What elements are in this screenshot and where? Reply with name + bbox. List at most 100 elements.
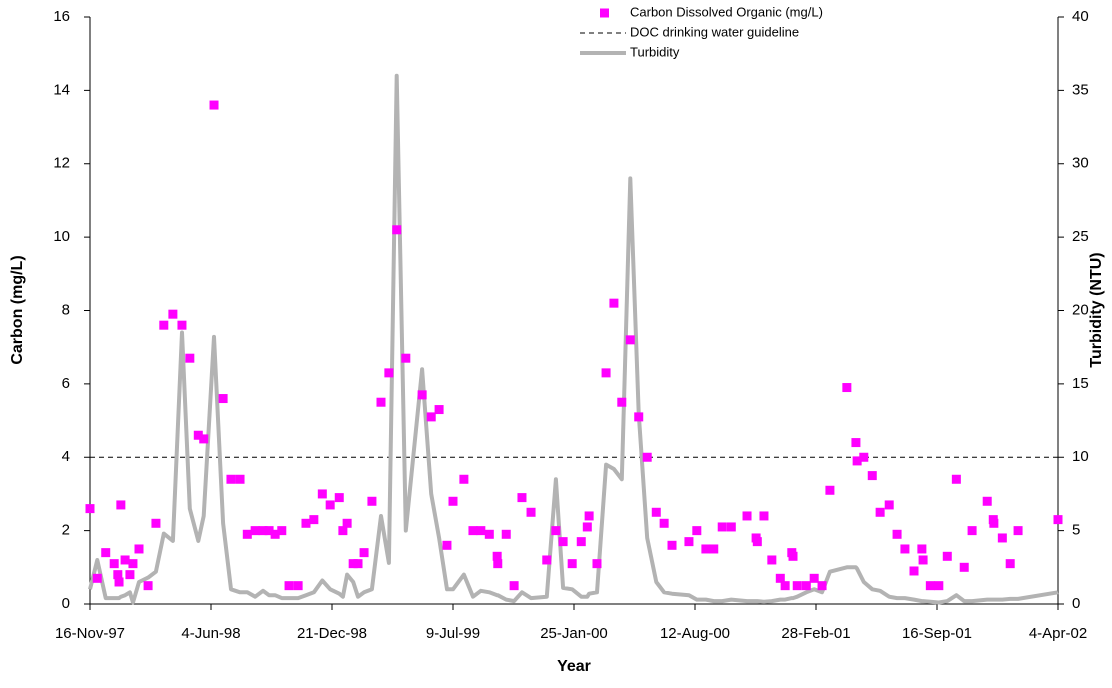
data-point <box>448 496 458 506</box>
data-point <box>401 353 411 363</box>
y2-axis-title: Turbidity (NTU) <box>1088 252 1105 367</box>
x-tick-label: 28-Feb-01 <box>781 625 850 642</box>
data-point <box>659 518 669 528</box>
y-tick-label: 14 <box>53 81 70 98</box>
data-point <box>825 485 835 495</box>
x-tick-label: 16-Sep-01 <box>902 625 972 642</box>
data-point <box>417 390 427 400</box>
data-point <box>892 529 902 539</box>
y-tick-label: 6 <box>62 375 70 392</box>
data-point <box>775 573 785 583</box>
data-point <box>867 471 877 481</box>
data-point <box>334 493 344 503</box>
data-point <box>997 533 1007 543</box>
x-tick-label: 25-Jan-00 <box>540 625 608 642</box>
data-point <box>576 537 586 547</box>
data-point <box>851 438 861 448</box>
data-point <box>384 368 394 378</box>
y-tick-label: 4 <box>62 448 70 465</box>
data-point <box>116 500 126 510</box>
data-point <box>342 518 352 528</box>
data-point <box>759 511 769 521</box>
data-point <box>484 529 494 539</box>
data-point <box>209 100 219 110</box>
data-point <box>717 522 727 532</box>
data-point <box>667 540 677 550</box>
data-point <box>601 368 611 378</box>
data-point <box>85 504 95 514</box>
y-tick-label: 16 <box>53 8 70 25</box>
data-point <box>801 581 811 591</box>
data-point <box>468 526 478 536</box>
data-point <box>625 335 635 345</box>
data-point <box>967 526 977 536</box>
y-tick-label: 2 <box>62 522 70 539</box>
x-tick-label: 16-Nov-97 <box>55 625 125 642</box>
data-point <box>101 548 111 558</box>
data-point <box>684 537 694 547</box>
data-point <box>634 412 644 422</box>
data-point <box>264 526 274 536</box>
y2-tick-label: 35 <box>1072 81 1089 98</box>
data-point <box>651 507 661 517</box>
y2-tick-label: 40 <box>1072 8 1089 25</box>
data-point <box>185 353 195 363</box>
y2-tick-label: 10 <box>1072 448 1089 465</box>
data-point <box>617 397 627 407</box>
data-point <box>120 555 130 565</box>
data-point <box>151 518 161 528</box>
data-point <box>900 544 910 554</box>
y-axis-title: Carbon (mg/L) <box>9 255 26 364</box>
data-point <box>284 581 294 591</box>
x-tick-label: 9-Jul-99 <box>426 625 480 642</box>
data-point <box>348 559 358 569</box>
data-point <box>459 474 469 484</box>
y-tick-label: 0 <box>62 595 70 612</box>
legend-label: DOC drinking water guideline <box>630 24 799 39</box>
data-point <box>959 562 969 572</box>
data-point <box>859 452 869 462</box>
data-point <box>567 559 577 569</box>
y2-tick-label: 30 <box>1072 155 1089 172</box>
data-point <box>792 581 802 591</box>
data-point <box>168 309 178 319</box>
data-point <box>917 544 927 554</box>
data-point <box>767 555 777 565</box>
data-point <box>293 581 303 591</box>
x-axis-title: Year <box>557 658 591 675</box>
data-point <box>367 496 377 506</box>
data-point <box>592 559 602 569</box>
y2-tick-label: 5 <box>1072 522 1080 539</box>
data-point <box>842 383 852 393</box>
data-point <box>492 551 502 561</box>
data-point <box>325 500 335 510</box>
data-point <box>226 474 236 484</box>
legend-swatch <box>600 8 609 18</box>
y2-tick-label: 15 <box>1072 375 1089 392</box>
data-point <box>114 577 124 587</box>
data-point <box>509 581 519 591</box>
y-tick-label: 8 <box>62 301 70 318</box>
data-point <box>199 434 209 444</box>
data-point <box>125 570 135 580</box>
data-point <box>501 529 511 539</box>
data-point <box>134 544 144 554</box>
data-point <box>1005 559 1015 569</box>
y-tick-label: 10 <box>53 228 70 245</box>
data-point <box>376 397 386 407</box>
data-point <box>982 496 992 506</box>
data-point <box>277 526 287 536</box>
data-point <box>726 522 736 532</box>
data-point <box>582 522 592 532</box>
data-point <box>338 526 348 536</box>
y-tick-label: 12 <box>53 155 70 172</box>
data-point <box>875 507 885 517</box>
data-point <box>517 493 527 503</box>
data-point <box>692 526 702 536</box>
data-point <box>1013 526 1023 536</box>
data-point <box>476 526 486 536</box>
data-point <box>884 500 894 510</box>
data-point <box>258 526 268 536</box>
data-point <box>392 225 402 235</box>
